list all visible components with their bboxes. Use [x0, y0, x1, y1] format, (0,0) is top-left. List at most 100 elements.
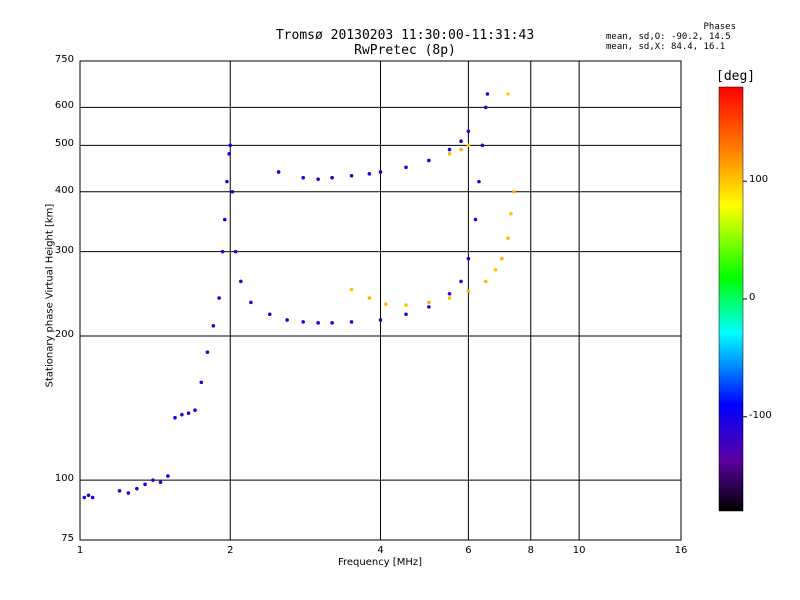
y-tick-100: 100	[54, 473, 74, 485]
x-axis-label: Frequency [MHz]	[337, 557, 423, 568]
data-point	[447, 296, 452, 300]
data-point	[404, 165, 408, 170]
data-point	[186, 411, 191, 415]
y-axis-label: Stationary phase Virtual Height [km]	[44, 203, 56, 388]
title-line-1: Tromsø 20130203 11:30:00-11:31:43	[275, 28, 535, 43]
colorbar-tick-0: 0	[749, 292, 756, 303]
data-point	[225, 179, 229, 184]
data-point	[480, 143, 485, 148]
data-point	[330, 175, 334, 180]
title-line-2: RwPretec (8p)	[354, 43, 456, 58]
data-point	[135, 486, 139, 491]
data-point	[211, 324, 216, 328]
y-tick-400: 400	[54, 184, 74, 196]
data-point	[199, 380, 204, 385]
y-tick-750: 750	[54, 54, 74, 65]
data-point	[459, 147, 463, 152]
data-point	[447, 291, 452, 296]
data-point	[158, 480, 163, 485]
data-point	[378, 318, 383, 322]
colorbar-tick--100: -100	[749, 409, 772, 421]
data-point	[367, 296, 372, 300]
data-point	[378, 170, 383, 174]
data-point	[230, 189, 235, 194]
grid-lines	[80, 61, 681, 540]
data-point	[233, 249, 238, 254]
data-point	[367, 172, 372, 176]
data-point	[285, 318, 289, 322]
data-point	[427, 305, 431, 309]
x-tick-16: 16	[674, 545, 688, 556]
data-point	[512, 189, 516, 194]
data-point	[205, 350, 210, 354]
data-point	[466, 289, 471, 294]
data-point	[222, 217, 227, 222]
data-points	[82, 92, 516, 500]
data-point	[493, 267, 498, 272]
y-tick-600: 600	[54, 100, 74, 112]
data-point	[384, 302, 388, 306]
x-tick-10: 10	[572, 545, 586, 556]
data-point	[483, 105, 488, 110]
phases-o-line: mean, sd,O: -90.2, 14.5	[606, 32, 731, 42]
data-point	[82, 495, 87, 500]
phases-x-line: mean, sd,X: 84.4, 16.1	[606, 42, 726, 52]
data-point	[483, 279, 488, 284]
data-point	[485, 92, 490, 96]
data-point	[477, 179, 481, 184]
phases-heading: Phases	[703, 22, 736, 32]
colorbar	[718, 86, 744, 512]
data-point	[117, 489, 122, 493]
data-point	[143, 482, 147, 487]
plot-title: Tromsø 20130203 11:30:00-11:31:43 RwPret…	[230, 28, 580, 58]
data-point	[173, 415, 177, 420]
colorbar-unit-label: [deg]	[716, 69, 756, 84]
data-point	[466, 129, 471, 134]
data-point	[227, 152, 231, 156]
plot-frame	[79, 60, 682, 541]
data-point	[459, 279, 463, 284]
x-tick-4: 4	[377, 545, 384, 556]
y-tick-300: 300	[54, 244, 74, 256]
phases-box: Phases mean, sd,O: -90.2, 14.5 mean, sd,…	[606, 22, 796, 52]
data-point	[267, 312, 272, 317]
data-point	[126, 491, 131, 495]
data-point	[473, 217, 478, 222]
data-point	[180, 412, 184, 417]
data-point	[509, 211, 513, 216]
data-point	[427, 158, 431, 163]
data-point	[316, 321, 320, 325]
data-point	[466, 256, 471, 261]
y-tick-500: 500	[54, 138, 74, 150]
data-point	[349, 173, 354, 178]
data-point	[86, 493, 91, 498]
data-point	[220, 249, 225, 254]
data-point	[330, 321, 334, 325]
data-point	[404, 303, 408, 307]
data-point	[166, 474, 170, 478]
x-tick-6: 6	[465, 545, 472, 556]
data-point	[506, 236, 510, 240]
data-point	[217, 296, 221, 300]
y-tick-75: 75	[61, 533, 74, 544]
x-tick-8: 8	[527, 545, 534, 556]
data-point	[459, 139, 463, 144]
data-point	[239, 279, 243, 284]
data-point	[506, 92, 510, 96]
data-point	[301, 320, 305, 324]
data-point	[447, 152, 452, 156]
x-tick-1: 1	[76, 545, 84, 556]
data-point	[249, 300, 253, 305]
data-point	[90, 495, 95, 500]
data-point	[349, 320, 354, 324]
y-tick-200: 200	[54, 328, 74, 340]
data-point	[316, 177, 320, 181]
data-point	[276, 170, 281, 174]
data-point	[404, 312, 408, 317]
data-point	[500, 256, 504, 261]
data-point	[193, 408, 197, 412]
data-point	[349, 287, 354, 292]
x-tick-2: 2	[227, 545, 234, 556]
data-point	[427, 300, 431, 305]
